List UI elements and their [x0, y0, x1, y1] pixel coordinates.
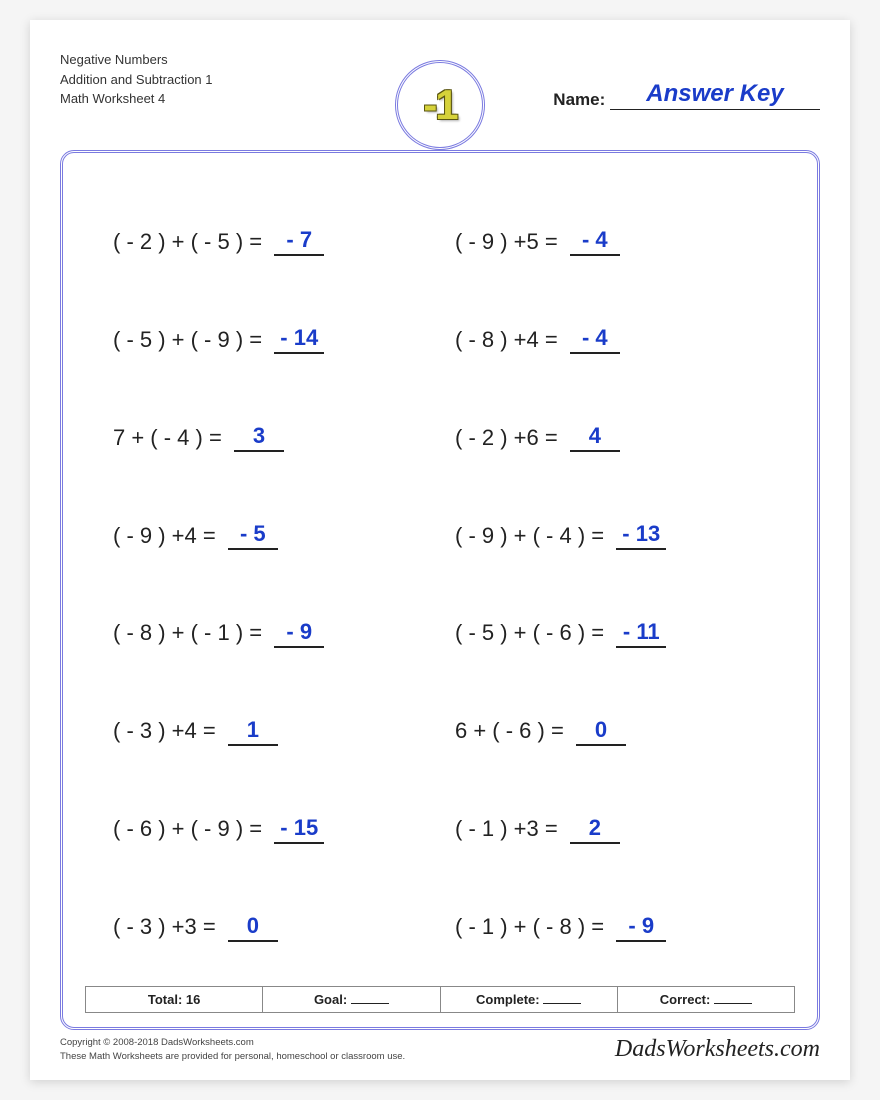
stats-goal-blank[interactable]	[351, 994, 389, 1004]
worksheet-page: Negative Numbers Addition and Subtractio…	[30, 20, 850, 1080]
problem-expression: ( - 6 ) + ( - 9 ) =	[113, 816, 268, 842]
stats-correct: Correct:	[618, 987, 794, 1012]
problem: ( - 5 ) + ( - 9 ) = - 14	[113, 291, 445, 389]
footer-note: These Math Worksheets are provided for p…	[60, 1050, 405, 1063]
problem: ( - 9 ) +5 = - 4	[455, 193, 787, 291]
problem-answer: 2	[570, 815, 620, 844]
problem-expression: ( - 9 ) +4 =	[113, 523, 222, 549]
footer-left: Copyright © 2008-2018 DadsWorksheets.com…	[60, 1036, 405, 1063]
brand-logo: DadsWorksheets.com	[615, 1036, 820, 1063]
problem-answer: - 4	[570, 227, 620, 256]
problem-answer: - 13	[616, 521, 666, 550]
problem-expression: ( - 9 ) + ( - 4 ) =	[455, 523, 610, 549]
problem-expression: ( - 8 ) +4 =	[455, 327, 564, 353]
problem: ( - 2 ) +6 = 4	[455, 389, 787, 487]
problem: ( - 8 ) + ( - 1 ) = - 9	[113, 585, 445, 683]
badge: -1	[395, 60, 485, 150]
title-block: Negative Numbers Addition and Subtractio…	[60, 50, 340, 140]
problem-answer: - 7	[274, 227, 324, 256]
problem: ( - 3 ) +4 = 1	[113, 682, 445, 780]
problem: ( - 2 ) + ( - 5 ) = - 7	[113, 193, 445, 291]
stats-goal: Goal:	[263, 987, 440, 1012]
problem: ( - 1 ) + ( - 8 ) = - 9	[455, 878, 787, 976]
problem-expression: ( - 9 ) +5 =	[455, 229, 564, 255]
problem: ( - 8 ) +4 = - 4	[455, 291, 787, 389]
problem-answer: - 9	[274, 619, 324, 648]
name-field: Name: Answer Key	[553, 80, 820, 110]
stats-complete-label: Complete:	[476, 992, 540, 1007]
title-line-2: Addition and Subtraction 1	[60, 70, 340, 90]
problem-answer: 0	[228, 913, 278, 942]
badge-text: -1	[423, 81, 456, 129]
problem-answer: 3	[234, 423, 284, 452]
problem-frame: ( - 2 ) + ( - 5 ) = - 7( - 9 ) +5 = - 4(…	[60, 150, 820, 1030]
problem-expression: ( - 1 ) + ( - 8 ) =	[455, 914, 610, 940]
problem-answer: - 11	[616, 619, 666, 648]
problem-answer: 0	[576, 717, 626, 746]
problem: ( - 1 ) +3 = 2	[455, 780, 787, 878]
problem-answer: - 14	[274, 325, 324, 354]
stats-goal-label: Goal:	[314, 992, 347, 1007]
problem-grid: ( - 2 ) + ( - 5 ) = - 7( - 9 ) +5 = - 4(…	[83, 183, 797, 976]
name-value: Answer Key	[610, 80, 820, 110]
stats-row: Total: 16 Goal: Complete: Correct:	[85, 986, 795, 1013]
problem-answer: - 4	[570, 325, 620, 354]
header: Negative Numbers Addition and Subtractio…	[60, 50, 820, 140]
problem-expression: ( - 5 ) + ( - 9 ) =	[113, 327, 268, 353]
problem: 7 + ( - 4 ) = 3	[113, 389, 445, 487]
problem: ( - 5 ) + ( - 6 ) = - 11	[455, 585, 787, 683]
stats-correct-label: Correct:	[660, 992, 711, 1007]
problem-expression: ( - 2 ) +6 =	[455, 425, 564, 451]
problem-expression: ( - 3 ) +4 =	[113, 718, 222, 744]
problem-expression: ( - 1 ) +3 =	[455, 816, 564, 842]
stats-complete-blank[interactable]	[543, 994, 581, 1004]
problem-expression: ( - 5 ) + ( - 6 ) =	[455, 620, 610, 646]
name-label: Name:	[553, 90, 605, 109]
problem-answer: 1	[228, 717, 278, 746]
problem-expression: ( - 3 ) +3 =	[113, 914, 222, 940]
problem: ( - 9 ) + ( - 4 ) = - 13	[455, 487, 787, 585]
problem: ( - 9 ) +4 = - 5	[113, 487, 445, 585]
stats-total: Total: 16	[86, 987, 263, 1012]
problem-answer: - 9	[616, 913, 666, 942]
problem-expression: 7 + ( - 4 ) =	[113, 425, 228, 451]
problem: ( - 6 ) + ( - 9 ) = - 15	[113, 780, 445, 878]
title-line-1: Negative Numbers	[60, 50, 340, 70]
badge-circle: -1	[395, 60, 485, 150]
problem: 6 + ( - 6 ) = 0	[455, 682, 787, 780]
copyright: Copyright © 2008-2018 DadsWorksheets.com	[60, 1036, 405, 1049]
problem-expression: ( - 8 ) + ( - 1 ) =	[113, 620, 268, 646]
problem: ( - 3 ) +3 = 0	[113, 878, 445, 976]
title-line-3: Math Worksheet 4	[60, 89, 340, 109]
problem-expression: 6 + ( - 6 ) =	[455, 718, 570, 744]
stats-correct-blank[interactable]	[714, 994, 752, 1004]
problem-answer: - 15	[274, 815, 324, 844]
footer: Copyright © 2008-2018 DadsWorksheets.com…	[60, 1036, 820, 1063]
problem-expression: ( - 2 ) + ( - 5 ) =	[113, 229, 268, 255]
problem-answer: - 5	[228, 521, 278, 550]
problem-answer: 4	[570, 423, 620, 452]
stats-complete: Complete:	[441, 987, 618, 1012]
